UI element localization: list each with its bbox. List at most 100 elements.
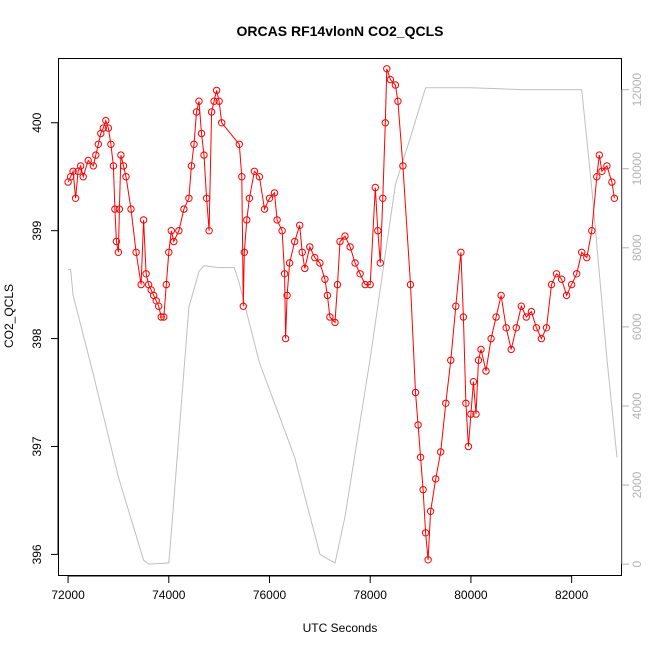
co2-point bbox=[562, 291, 571, 300]
co2-point bbox=[165, 248, 173, 257]
co2-point bbox=[583, 253, 591, 262]
co2-point bbox=[137, 280, 145, 289]
co2-point bbox=[426, 507, 435, 515]
co2-point bbox=[421, 529, 430, 537]
co2-point bbox=[306, 243, 314, 251]
co2-point bbox=[119, 162, 128, 170]
co2-point bbox=[376, 259, 384, 267]
co2-point bbox=[507, 345, 515, 354]
co2-point bbox=[117, 151, 125, 159]
co2-point bbox=[323, 291, 332, 300]
co2-point bbox=[301, 264, 309, 273]
co2-point bbox=[371, 183, 379, 192]
co2-point bbox=[517, 302, 525, 310]
co2-point bbox=[291, 237, 299, 246]
co2-point bbox=[537, 334, 546, 343]
co2-point bbox=[205, 227, 213, 235]
co2-point bbox=[89, 162, 98, 170]
x-tick-label: 72000 bbox=[51, 588, 85, 602]
co2-point bbox=[447, 356, 455, 364]
co2-point bbox=[197, 129, 206, 138]
co2-point bbox=[239, 302, 248, 310]
co2-point bbox=[215, 97, 223, 105]
co2-point bbox=[99, 124, 108, 132]
co2-point bbox=[238, 173, 246, 181]
co2-point bbox=[170, 237, 178, 246]
co2-point bbox=[593, 173, 601, 181]
co2-point bbox=[112, 237, 121, 246]
co2-point bbox=[366, 280, 374, 289]
co2-point bbox=[542, 324, 551, 332]
co2-point bbox=[608, 178, 616, 186]
co2-point bbox=[212, 86, 221, 95]
co2-point bbox=[386, 75, 395, 84]
co2-point bbox=[107, 140, 115, 149]
co2-point bbox=[464, 442, 473, 451]
co2-point bbox=[419, 486, 427, 494]
co2-point bbox=[255, 173, 264, 181]
co2-point bbox=[578, 248, 586, 257]
co2-point bbox=[298, 248, 306, 257]
co2-point bbox=[139, 216, 148, 224]
co2-point bbox=[115, 205, 124, 213]
co2-point bbox=[356, 270, 364, 278]
co2-point bbox=[588, 227, 596, 235]
co2-point bbox=[603, 162, 611, 170]
co2-point bbox=[122, 173, 130, 181]
co2-point bbox=[399, 162, 407, 170]
y-tick-label: 396 bbox=[30, 544, 44, 564]
co2-point bbox=[414, 421, 422, 429]
co2-point bbox=[278, 227, 286, 235]
y2-tick-label: 8000 bbox=[630, 234, 644, 261]
y-axis-label: CO2_QCLS bbox=[2, 284, 16, 348]
co2-point bbox=[79, 173, 87, 181]
co2-point bbox=[192, 108, 201, 116]
co2-point bbox=[595, 151, 603, 159]
co2-point bbox=[280, 270, 289, 278]
co2-point bbox=[102, 116, 110, 125]
co2-point bbox=[374, 227, 382, 235]
co2-point bbox=[127, 205, 135, 213]
co2-point bbox=[610, 194, 619, 203]
co2-point bbox=[522, 313, 530, 321]
co2-point bbox=[92, 151, 100, 159]
co2-point bbox=[567, 280, 576, 289]
co2-point bbox=[285, 259, 294, 267]
co2-point bbox=[132, 248, 140, 257]
co2-point bbox=[442, 399, 450, 407]
co2-point bbox=[333, 280, 342, 289]
x-tick-label: 82000 bbox=[555, 588, 589, 602]
co2-point bbox=[265, 194, 274, 203]
x-tick-label: 78000 bbox=[354, 588, 388, 602]
co2-point bbox=[532, 324, 541, 332]
co2-point bbox=[157, 313, 165, 321]
co2-point bbox=[394, 97, 402, 105]
co2-point bbox=[474, 356, 483, 364]
co2-point bbox=[552, 270, 561, 278]
co2-point bbox=[69, 167, 77, 176]
co2-point bbox=[187, 162, 196, 170]
co2-point bbox=[361, 280, 369, 289]
y2-tick-label: 4000 bbox=[630, 392, 644, 419]
co2-point bbox=[547, 280, 556, 289]
y-tick-label: 399 bbox=[30, 220, 44, 240]
x-axis-label: UTC Seconds bbox=[303, 621, 378, 635]
co2-point bbox=[270, 189, 279, 197]
co2-point bbox=[598, 167, 606, 176]
co2-point bbox=[162, 280, 171, 289]
y-tick-label: 397 bbox=[30, 436, 44, 456]
co2-point bbox=[341, 232, 349, 240]
plot-area bbox=[58, 58, 622, 576]
co2-point bbox=[111, 205, 119, 213]
co2-point bbox=[462, 399, 470, 407]
co2-point bbox=[240, 248, 249, 257]
co2-point bbox=[383, 65, 391, 73]
co2-point bbox=[379, 194, 387, 203]
co2-point bbox=[502, 324, 510, 332]
co2-point bbox=[109, 162, 118, 170]
co2-point bbox=[104, 124, 113, 132]
co2-point bbox=[432, 475, 440, 483]
co2-point bbox=[452, 302, 460, 310]
y2-tick-label: 10000 bbox=[630, 152, 644, 186]
